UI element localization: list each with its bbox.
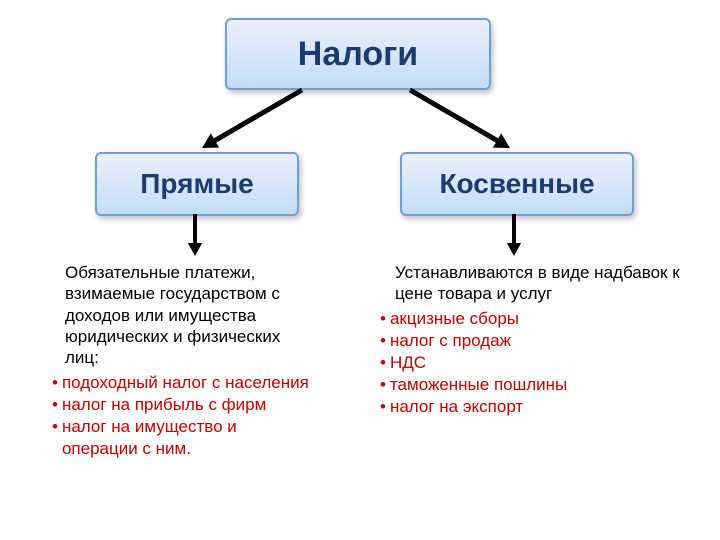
left-label: Прямые: [140, 168, 253, 200]
bullet-item: • налог на прибыль с фирм: [52, 394, 312, 416]
root-label: Налоги: [298, 35, 418, 74]
bullet-mark: •: [52, 394, 58, 416]
arrow-root-to-right: [395, 75, 525, 163]
bullet-mark: •: [52, 416, 58, 460]
bullet-text: таможенные пошлины: [390, 374, 567, 396]
bullet-text: акцизные сборы: [390, 308, 519, 330]
bullet-item: • таможенные пошлины: [380, 374, 680, 396]
bullet-mark: •: [380, 308, 386, 330]
left-description: Обязательные платежи, взимаемые государс…: [65, 262, 315, 368]
bullet-mark: •: [380, 374, 386, 396]
bullet-text: налог с продаж: [390, 330, 511, 352]
arrow-left-down: [182, 201, 208, 269]
bullet-mark: •: [380, 352, 386, 374]
bullet-text: налог на прибыль с фирм: [62, 394, 266, 416]
arrow-root-to-left: [187, 75, 317, 163]
bullet-text: налог на имущество и операции с ним.: [62, 416, 312, 460]
right-label: Косвенные: [439, 168, 594, 200]
bullet-item: • подоходный налог с населения: [52, 372, 312, 394]
bullet-text: налог на экспорт: [390, 396, 523, 418]
bullet-text: НДС: [390, 352, 426, 374]
bullet-mark: •: [380, 330, 386, 352]
right-bullet-list: • акцизные сборы• налог с продаж• НДС• т…: [380, 308, 680, 418]
bullet-item: • НДС: [380, 352, 680, 374]
bullet-item: • акцизные сборы: [380, 308, 680, 330]
left-bullet-list: • подоходный налог с населения• налог на…: [52, 372, 312, 460]
bullet-mark: •: [52, 372, 58, 394]
bullet-text: подоходный налог с населения: [62, 372, 309, 394]
bullet-mark: •: [380, 396, 386, 418]
bullet-item: • налог на имущество и операции с ним.: [52, 416, 312, 460]
right-description: Устанавливаются в виде надбавок к цене т…: [395, 262, 695, 305]
bullet-item: • налог с продаж: [380, 330, 680, 352]
bullet-item: • налог на экспорт: [380, 396, 680, 418]
arrow-right-down: [501, 201, 527, 269]
